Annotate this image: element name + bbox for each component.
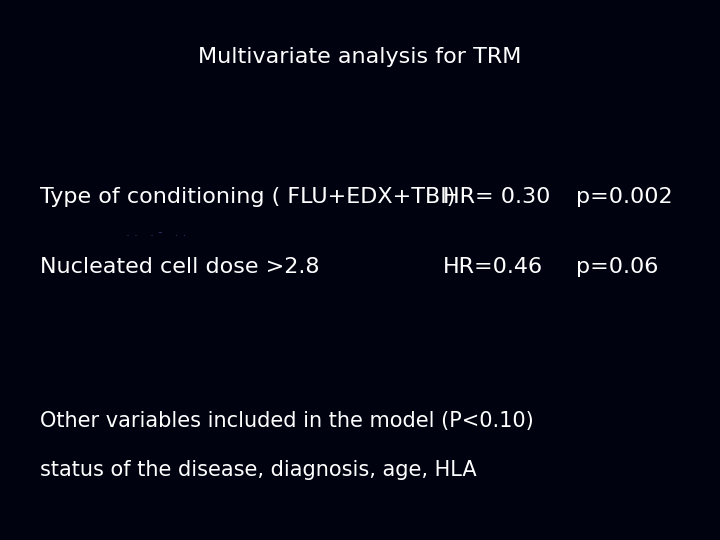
Text: status of the disease, diagnosis, age, HLA: status of the disease, diagnosis, age, H… (40, 460, 476, 480)
Text: . .   . -   . .: . . . - . . (126, 226, 186, 239)
Text: p=0.06: p=0.06 (576, 257, 658, 278)
Text: p=0.002: p=0.002 (576, 187, 672, 207)
Text: Nucleated cell dose >2.8: Nucleated cell dose >2.8 (40, 257, 319, 278)
Text: HR=0.46: HR=0.46 (443, 257, 543, 278)
Text: Type of conditioning ( FLU+EDX+TBI): Type of conditioning ( FLU+EDX+TBI) (40, 187, 455, 207)
Text: HR= 0.30: HR= 0.30 (443, 187, 550, 207)
Text: Other variables included in the model (P<0.10): Other variables included in the model (P… (40, 411, 534, 431)
Text: Multivariate analysis for TRM: Multivariate analysis for TRM (198, 46, 522, 67)
